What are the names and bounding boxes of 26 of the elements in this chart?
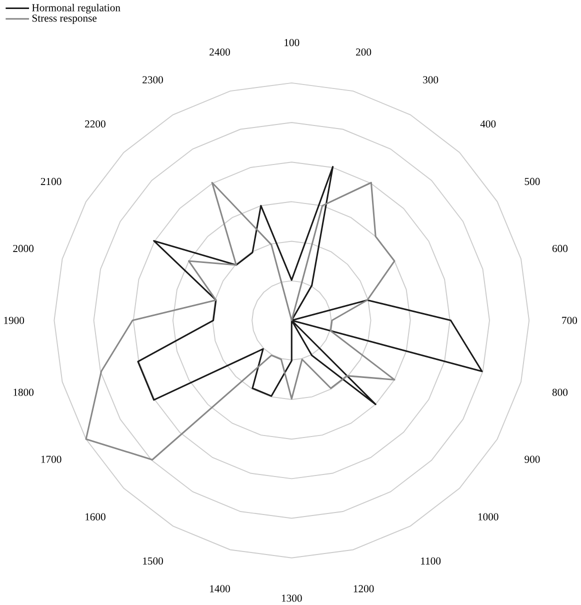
spoke-label: 400 xyxy=(480,120,496,128)
spoke-label: 2000 xyxy=(13,244,34,252)
legend-label: Hormonal regulation xyxy=(32,4,121,14)
spoke-label: 1500 xyxy=(143,557,164,565)
spoke-label: 1200 xyxy=(354,585,374,592)
spoke-label: 1300 xyxy=(282,594,302,602)
spoke-label: 1000 xyxy=(478,513,498,520)
spoke-label: 1400 xyxy=(210,585,230,592)
spoke-label: 1800 xyxy=(14,388,34,396)
spoke-label: 2200 xyxy=(85,120,106,128)
spoke-label: 1600 xyxy=(86,513,106,520)
spoke-label: 700 xyxy=(562,316,578,324)
spoke-label: 2300 xyxy=(142,76,164,84)
spoke-label: 500 xyxy=(525,178,540,186)
spoke-label: 200 xyxy=(356,48,372,56)
spoke-label: 1700 xyxy=(42,456,62,463)
spoke-label: 2100 xyxy=(41,178,62,186)
spoke-label: 300 xyxy=(423,76,438,84)
spoke-label: 900 xyxy=(524,456,540,463)
spoke-label: 800 xyxy=(552,388,568,396)
spoke-label: 100 xyxy=(284,39,300,46)
spoke-label: 600 xyxy=(552,244,568,252)
spoke-label: 1100 xyxy=(421,557,441,565)
legend-label: Stress response xyxy=(32,14,97,24)
spoke-label: 2400 xyxy=(210,48,230,56)
spoke-label: 1900 xyxy=(4,316,24,324)
